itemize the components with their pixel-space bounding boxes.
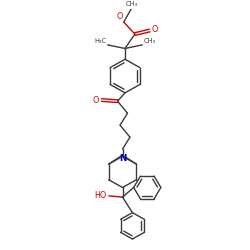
- Text: H₃C: H₃C: [94, 38, 106, 44]
- Text: CH₃: CH₃: [126, 1, 138, 7]
- Text: O: O: [93, 96, 99, 105]
- Text: N: N: [120, 154, 127, 163]
- Text: O: O: [152, 25, 158, 34]
- Text: CH₃: CH₃: [144, 38, 156, 44]
- Text: O: O: [117, 12, 123, 22]
- Text: HO: HO: [94, 191, 106, 200]
